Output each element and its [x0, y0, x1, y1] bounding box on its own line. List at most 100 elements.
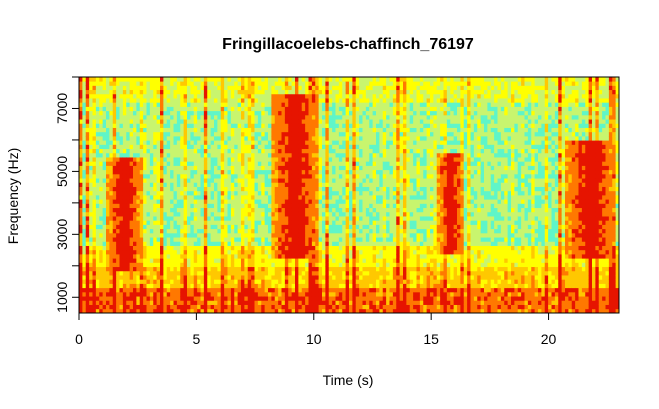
- spectrogram-cell: [376, 178, 380, 183]
- spectrogram-cell: [176, 283, 181, 289]
- spectrogram-cell: [291, 102, 296, 107]
- spectrogram-cell: [200, 123, 205, 128]
- spectrogram-cell: [220, 300, 225, 305]
- spectrogram-cell: [139, 232, 144, 238]
- spectrogram-cell: [332, 241, 336, 246]
- spectrogram-cell: [359, 102, 363, 107]
- spectrogram-cell: [85, 173, 90, 179]
- spectrogram-cell: [166, 77, 171, 82]
- spectrogram-cell: [89, 106, 93, 112]
- spectrogram-cell: [284, 228, 289, 234]
- spectrogram-cell: [244, 262, 249, 268]
- spectrogram-cell: [190, 287, 195, 293]
- spectrogram-cell: [163, 283, 168, 289]
- spectrogram-cell: [119, 216, 124, 221]
- spectrogram-cell: [95, 211, 100, 217]
- spectrogram-cell: [291, 77, 296, 82]
- spectrogram-cell: [214, 173, 218, 179]
- spectrogram-cell: [180, 144, 185, 150]
- spectrogram-cell: [284, 262, 289, 268]
- spectrogram-cell: [271, 224, 276, 230]
- spectrogram-cell: [197, 254, 201, 259]
- spectrogram-cell: [85, 102, 90, 107]
- spectrogram-cell: [332, 131, 336, 137]
- spectrogram-cell: [305, 173, 309, 179]
- spectrogram-cell: [264, 207, 269, 213]
- spectrogram-cell: [244, 157, 249, 162]
- spectrogram-cell: [163, 262, 168, 268]
- spectrogram-cell: [207, 211, 212, 217]
- spectrogram-cell: [203, 216, 208, 221]
- spectrogram-cell: [193, 228, 198, 234]
- spectrogram-cell: [372, 123, 377, 128]
- spectrogram-cell: [95, 136, 100, 141]
- spectrogram-cell: [234, 245, 239, 251]
- spectrogram-cell: [193, 114, 198, 120]
- spectrogram-cell: [217, 169, 222, 175]
- spectrogram-cell: [129, 152, 134, 158]
- spectrogram-cell: [372, 77, 377, 82]
- spectrogram-cell: [315, 93, 320, 99]
- spectrogram-cell: [200, 182, 205, 187]
- spectrogram-cell: [153, 291, 158, 297]
- spectrogram-cell: [247, 165, 252, 171]
- spectrogram-cell: [352, 110, 357, 116]
- spectrogram-cell: [136, 275, 141, 280]
- spectrogram-cell: [190, 178, 195, 183]
- spectrogram-cell: [173, 228, 178, 234]
- spectrogram-cell: [136, 182, 141, 187]
- spectrogram-cell: [234, 152, 239, 158]
- spectrogram-cell: [180, 178, 185, 183]
- spectrogram-cell: [369, 89, 374, 95]
- spectrogram-cell: [112, 144, 117, 150]
- spectrogram-cell: [156, 148, 161, 154]
- spectrogram-cell: [230, 114, 235, 120]
- spectrogram-cell: [176, 241, 181, 246]
- spectrogram-cell: [251, 245, 255, 251]
- spectrogram-cell: [362, 195, 367, 200]
- spectrogram-cell: [278, 279, 282, 284]
- spectrogram-cell: [153, 140, 158, 145]
- spectrogram-cell: [271, 148, 276, 154]
- spectrogram-cell: [376, 207, 380, 213]
- spectrogram-cell: [156, 224, 161, 230]
- spectrogram-cell: [274, 81, 279, 86]
- spectrogram-cell: [237, 152, 242, 158]
- spectrogram-cell: [146, 98, 151, 103]
- spectrogram-cell: [106, 220, 110, 225]
- spectrogram-cell: [247, 287, 252, 293]
- spectrogram-cell: [193, 258, 198, 263]
- spectrogram-cell: [271, 266, 276, 272]
- spectrogram-cell: [190, 296, 195, 301]
- spectrogram-cell: [102, 165, 107, 171]
- spectrogram-cell: [278, 232, 282, 238]
- spectrogram-cell: [254, 131, 259, 137]
- spectrogram-cell: [122, 262, 127, 268]
- spectrogram-cell: [133, 195, 137, 200]
- spectrogram-cell: [369, 224, 374, 230]
- spectrogram-cell: [224, 182, 228, 187]
- spectrogram-cell: [207, 148, 212, 154]
- spectrogram-cell: [176, 114, 181, 120]
- spectrogram-cell: [89, 102, 93, 107]
- spectrogram-cell: [136, 241, 141, 246]
- spectrogram-cell: [203, 220, 208, 225]
- spectrogram-cell: [369, 245, 374, 251]
- spectrogram-cell: [311, 85, 316, 91]
- spectrogram-cell: [291, 262, 296, 268]
- spectrogram-cell: [318, 270, 323, 276]
- spectrogram-cell: [295, 186, 299, 192]
- spectrogram-cell: [166, 258, 171, 263]
- spectrogram-cell: [146, 283, 151, 289]
- spectrogram-cell: [163, 119, 168, 124]
- spectrogram-cell: [291, 169, 296, 175]
- spectrogram-cell: [315, 102, 320, 107]
- spectrogram-cell: [234, 224, 239, 230]
- spectrogram-cell: [345, 190, 350, 196]
- spectrogram-cell: [106, 85, 110, 91]
- spectrogram-cell: [139, 220, 144, 225]
- spectrogram-cell: [345, 199, 350, 204]
- spectrogram-cell: [264, 89, 269, 95]
- spectrogram-cell: [328, 85, 333, 91]
- spectrogram-cell: [237, 216, 242, 221]
